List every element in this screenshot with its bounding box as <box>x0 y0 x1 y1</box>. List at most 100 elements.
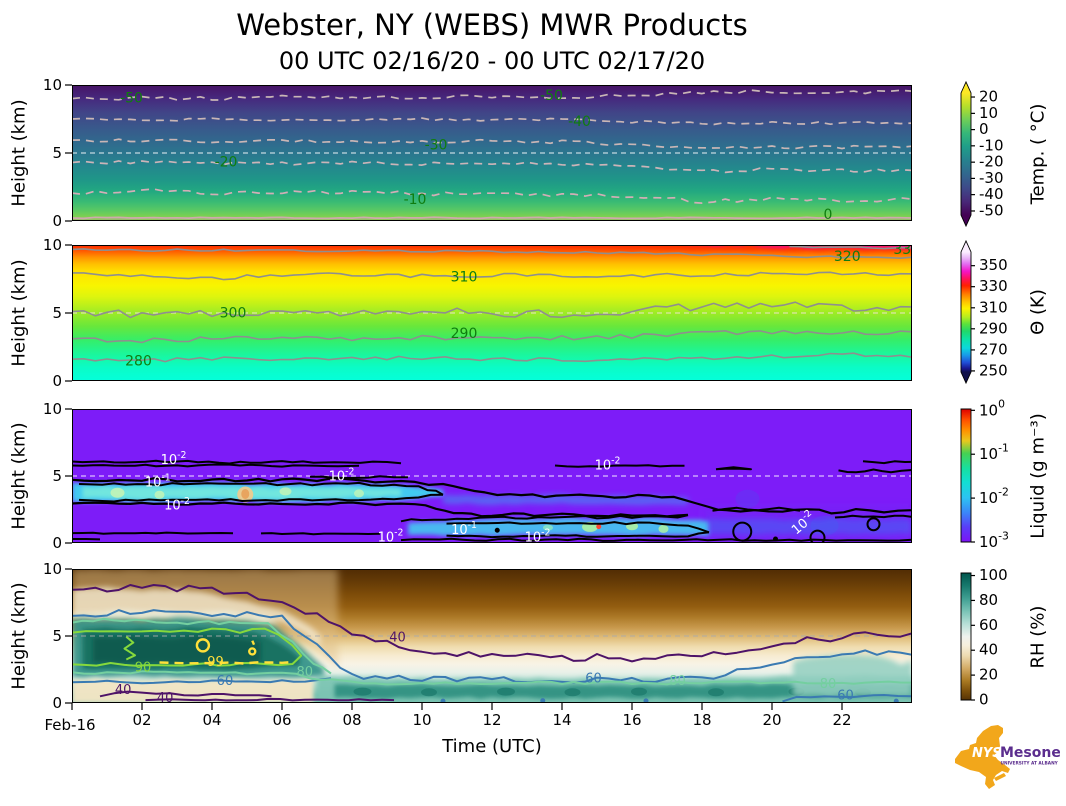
contour-line-liquid-aux <box>400 514 689 523</box>
contour-circle <box>494 527 500 533</box>
x-tick-label: 20 <box>762 711 782 729</box>
y-tick-label: 10 <box>42 560 62 578</box>
x-tick-label: 22 <box>832 711 852 729</box>
figure-subtitle: 00 UTC 02/16/20 - 00 UTC 02/17/20 <box>278 47 706 75</box>
colorbar-bar-rh <box>960 572 972 701</box>
colorbar-tick-label-temperature: -20 <box>979 153 1004 171</box>
contour-line-liquid-10^-2 <box>72 459 402 465</box>
contour-label-liquid: 10-2 <box>164 495 190 513</box>
contour-line-rh-60 <box>782 694 912 703</box>
colorbar-tick-label-temperature: 0 <box>979 120 989 138</box>
contour-line-rh-80 <box>72 670 912 686</box>
contour-line-rh-40 <box>72 584 912 663</box>
colorbar-tick-label-rh: 20 <box>979 666 998 684</box>
contour-label-temperature: -50 <box>540 88 563 104</box>
heatmap-feature <box>709 517 912 536</box>
heatmap-feature <box>596 524 602 530</box>
y-tick-label: 0 <box>52 534 62 552</box>
contour-circle <box>643 698 649 703</box>
heatmap-feature <box>421 688 437 697</box>
x-tick-label: 02 <box>132 711 152 729</box>
heatmap-feature <box>631 687 647 696</box>
contour-label-liquid: 10-1 <box>145 472 171 490</box>
heatmap-feature <box>154 490 165 499</box>
heatmap-feature <box>334 683 912 699</box>
contour-label-potential-temperature: 300 <box>220 306 247 322</box>
colorbar-tick-label-temperature: -40 <box>979 185 1004 203</box>
heatmap-feature <box>543 524 553 531</box>
contour-circle <box>809 529 826 543</box>
figure-title: Webster, NY (WEBS) MWR Products <box>236 8 748 42</box>
contour-line-liquid-10^-2 <box>309 475 409 479</box>
nys-mesonet-logo: NYS Mesonet UNIVERSITY AT ALBANY <box>955 725 1060 789</box>
x-tick-label: 04 <box>202 711 222 729</box>
contour-circle <box>195 638 211 653</box>
contour-line-liquid-10^-1 <box>78 493 444 503</box>
contour-line-liquid-aux <box>862 460 912 465</box>
contour-line-temperature--20 <box>72 160 912 174</box>
heatmap-feature <box>497 687 515 696</box>
contour-circle <box>866 517 881 532</box>
contour-label-liquid: 10-2 <box>595 455 621 473</box>
y-tick-label: 5 <box>52 304 62 322</box>
contour-line-liquid-aux <box>72 531 234 535</box>
contour-line-potential-temperature-300 <box>72 301 912 319</box>
colorbar-bar-potential-temperature <box>960 239 972 385</box>
colorbar-bar-liquid <box>960 408 972 543</box>
panel-border <box>72 245 912 381</box>
logo-nys-text: NYS <box>972 746 1002 761</box>
colorbar-tick-label-potential-temperature: 290 <box>979 319 1008 337</box>
colorbar-tick-label-potential-temperature: 350 <box>979 256 1008 274</box>
x-tick-label: 06 <box>272 711 292 729</box>
contour-label-temperature: 0 <box>824 207 833 221</box>
y-tick-label: 0 <box>52 694 62 712</box>
contour-label-rh: 99 <box>207 655 224 670</box>
colorbar-tick-label-liquid: 10-1 <box>979 442 1009 463</box>
contour-circle <box>440 698 446 703</box>
x-axis-date-label: Feb-16 <box>44 716 96 734</box>
contour-line-potential-temperature-320 <box>72 248 912 259</box>
heatmap-feature <box>241 488 250 499</box>
contour-line-temperature--40 <box>72 117 912 126</box>
contour-label-liquid: 10-2 <box>329 466 355 484</box>
contour-label-rh: 80 <box>820 677 837 692</box>
contour-line-rh-40 <box>99 690 272 698</box>
y-tick-label: 5 <box>52 627 62 645</box>
colorbar-tick-label-temperature: -50 <box>979 201 1004 219</box>
contour-line-liquid-aux <box>834 514 912 519</box>
contour-line-liquid-aux <box>260 532 381 536</box>
contour-label-rh: 80 <box>296 665 313 680</box>
colorbar-tick-label-rh: 0 <box>979 691 989 709</box>
contour-label-liquid: 10-1 <box>451 519 477 537</box>
colorbar-tick-label-potential-temperature: 270 <box>979 340 1008 358</box>
x-axis-label: Time (UTC) <box>442 736 542 757</box>
colorbar-title-temperature: Temp. ( °C) <box>1027 103 1049 205</box>
colorbar-tick-label-potential-temperature: 250 <box>979 361 1008 379</box>
panel-border <box>72 569 912 703</box>
contour-line-potential-temperature-280 <box>72 352 912 363</box>
contour-line-liquid-10^-2 <box>400 537 912 542</box>
contour-label-rh: 40 <box>389 631 406 646</box>
contour-line-rh-60 <box>72 609 912 684</box>
contour-label-rh: 60 <box>837 689 854 703</box>
colorbar-tick-label-rh: 40 <box>979 641 998 659</box>
contour-label-rh: 60 <box>585 672 602 687</box>
y-tick-label: 0 <box>52 372 62 390</box>
logo-subtext: UNIVERSITY AT ALBANY <box>1001 761 1059 767</box>
colorbar-tick-label-potential-temperature: 330 <box>979 277 1008 295</box>
contour-line-potential-temperature-290 <box>72 329 912 344</box>
contour-line-rh-60 <box>72 677 332 685</box>
colorbar-bar-temperature <box>960 80 972 228</box>
contour-label-temperature: -10 <box>404 192 427 208</box>
x-tick-label: 08 <box>342 711 362 729</box>
contour-label-liquid: 10-2 <box>378 527 404 543</box>
colorbar-title-liquid: Liquid (g m⁻³) <box>1027 413 1049 539</box>
contour-line-potential-temperature-310 <box>72 271 912 281</box>
colorbar-tick-label-potential-temperature: 310 <box>979 298 1008 316</box>
contour-label-temperature: -50 <box>120 91 143 107</box>
heatmap-feature <box>72 678 314 703</box>
heatmap-feature <box>708 688 724 697</box>
colorbar-tick-label-temperature: -10 <box>979 136 1004 154</box>
